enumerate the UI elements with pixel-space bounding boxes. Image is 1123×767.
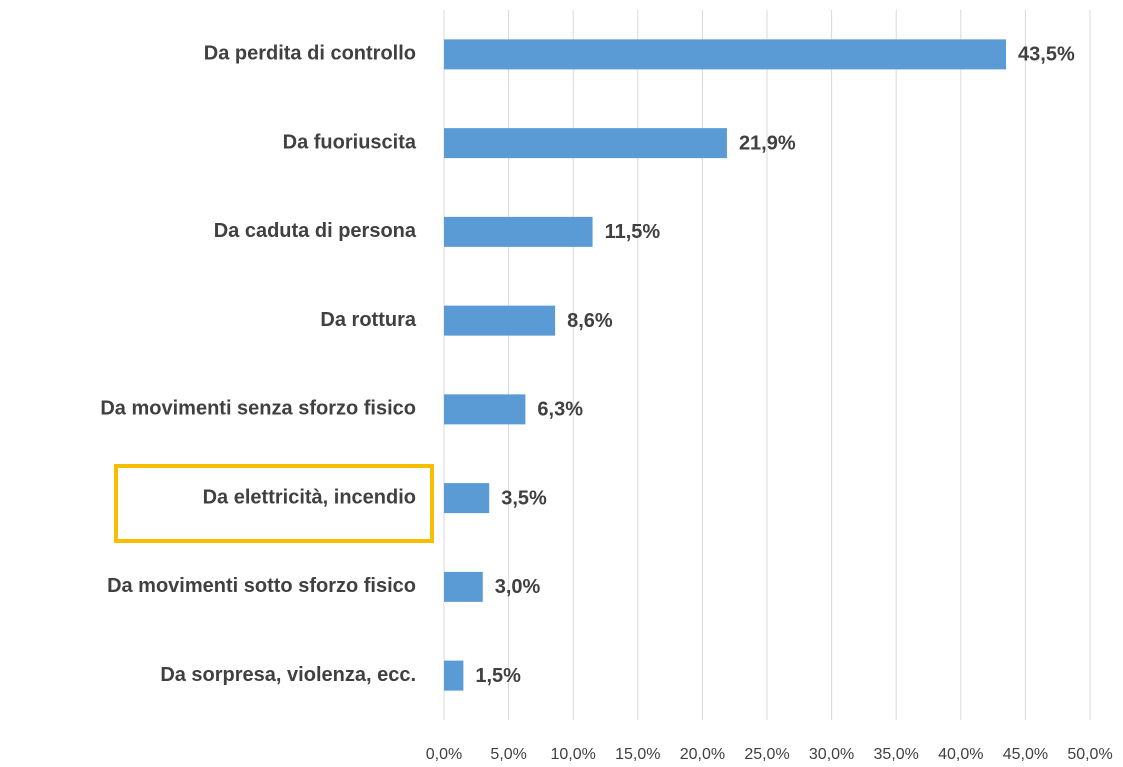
x-tick-label: 35,0% — [874, 746, 919, 763]
bar — [444, 128, 727, 158]
value-label: 1,5% — [475, 665, 521, 687]
x-tick-label: 5,0% — [490, 746, 526, 763]
x-tick-label: 20,0% — [680, 746, 725, 763]
x-tick-label: 50,0% — [1067, 746, 1112, 763]
bar — [444, 483, 489, 513]
category-label: Da fuoriuscita — [283, 131, 417, 153]
x-tick-label: 30,0% — [809, 746, 854, 763]
category-label: Da elettricità, incendio — [203, 486, 416, 508]
category-label: Da movimenti senza sforzo fisico — [100, 398, 416, 420]
x-tick-label: 15,0% — [615, 746, 660, 763]
x-tick-label: 45,0% — [1003, 746, 1048, 763]
value-label: 3,0% — [495, 576, 541, 598]
category-label: Da sorpresa, violenza, ecc. — [160, 664, 416, 686]
bar — [444, 306, 555, 336]
category-label: Da rottura — [320, 309, 416, 331]
bar — [444, 394, 525, 424]
x-tick-label: 40,0% — [938, 746, 983, 763]
x-tick-label: 0,0% — [426, 746, 462, 763]
x-tick-label: 25,0% — [744, 746, 789, 763]
value-label: 11,5% — [605, 221, 661, 243]
chart: 0,0% 5,0% 10,0% 15,0% 20,0% 25,0% 30,0% 35,0% 40… — [0, 0, 1123, 767]
bar — [444, 661, 463, 691]
bar — [444, 572, 483, 602]
value-label: 43,5% — [1018, 44, 1075, 66]
x-tick-label: 10,0% — [551, 746, 596, 763]
value-label: 3,5% — [501, 487, 547, 509]
bar — [444, 217, 593, 247]
value-label: 21,9% — [739, 132, 796, 154]
category-label: Da caduta di persona — [214, 220, 417, 242]
category-label: Da perdita di controllo — [204, 43, 416, 65]
value-label: 8,6% — [567, 310, 613, 332]
value-label: 6,3% — [537, 399, 583, 421]
category-label: Da movimenti sotto sforzo fisico — [107, 575, 416, 597]
bar — [444, 39, 1006, 69]
